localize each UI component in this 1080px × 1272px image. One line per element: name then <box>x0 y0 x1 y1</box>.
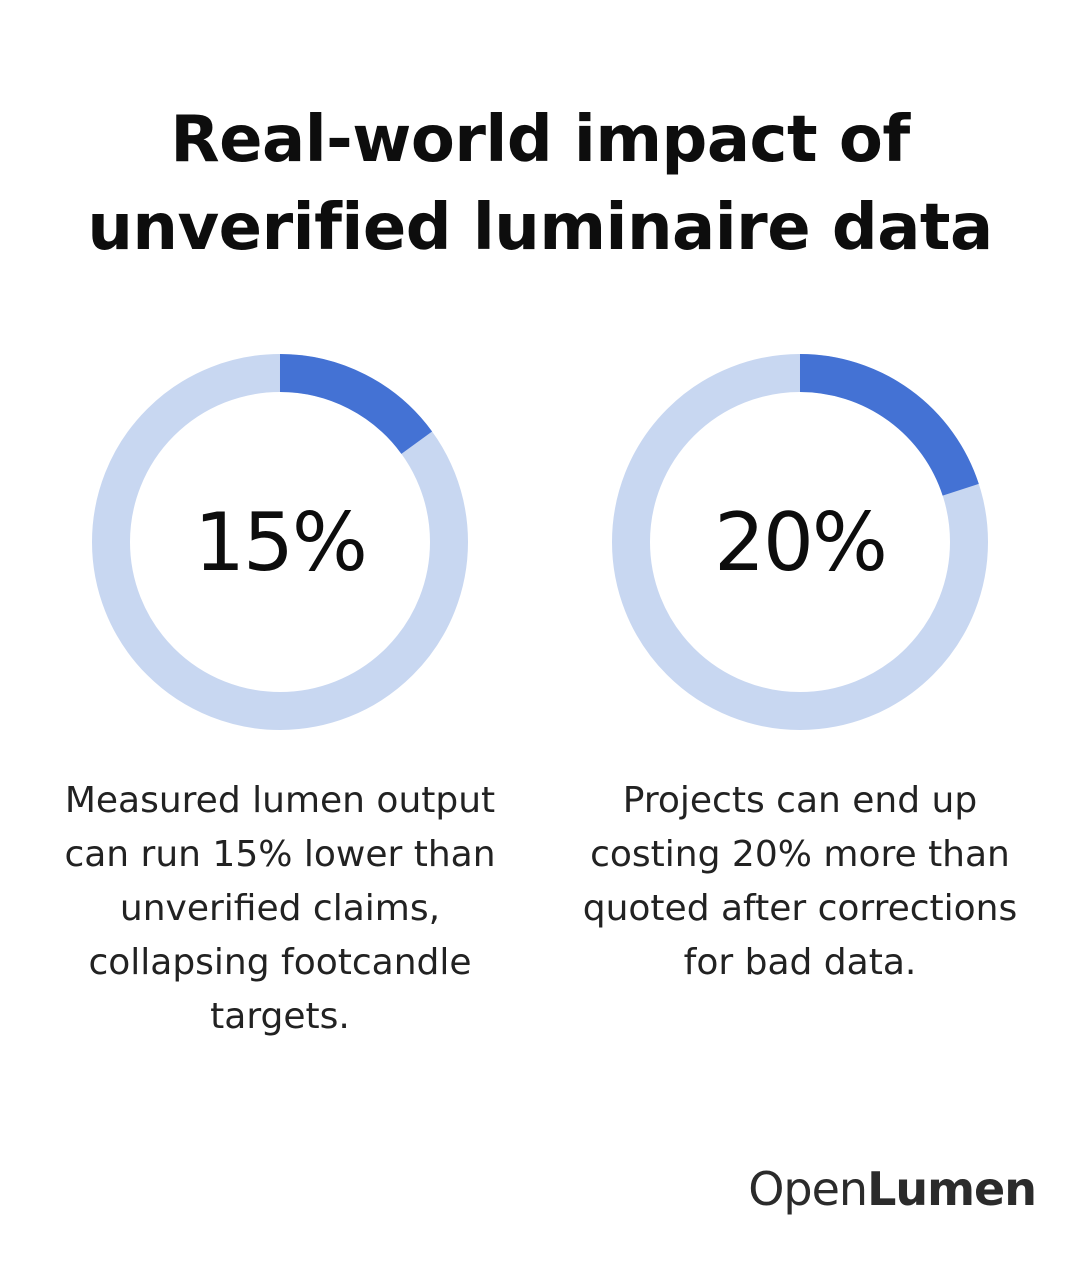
donut-chart-1: 15% <box>90 352 470 732</box>
donut-svg-2 <box>612 354 988 730</box>
logo-text-lumen: Lumen <box>867 1162 1037 1216</box>
stat-caption-1: Measured lumen output can run 15% lower … <box>64 780 496 1037</box>
donut-value-1: 15% <box>194 495 368 589</box>
donut-svg-1 <box>92 354 468 730</box>
openlumen-logo: OpenLumen <box>748 1162 1037 1216</box>
donut-segment-1 <box>279 354 433 455</box>
donut-segment-2 <box>799 354 979 497</box>
page-title: Real-world impact of unverified luminair… <box>87 103 993 265</box>
donut-chart-2: 20% <box>610 352 990 732</box>
stat-card-2: 20% Projects can end up costing 20% more… <box>580 352 1020 990</box>
stat-caption-2: Projects can end up costing 20% more tha… <box>582 780 1018 983</box>
logo-text-open: Open <box>748 1162 868 1216</box>
donut-value-2: 20% <box>714 495 888 589</box>
stat-card-1: 15% Measured lumen output can run 15% lo… <box>60 352 500 1044</box>
